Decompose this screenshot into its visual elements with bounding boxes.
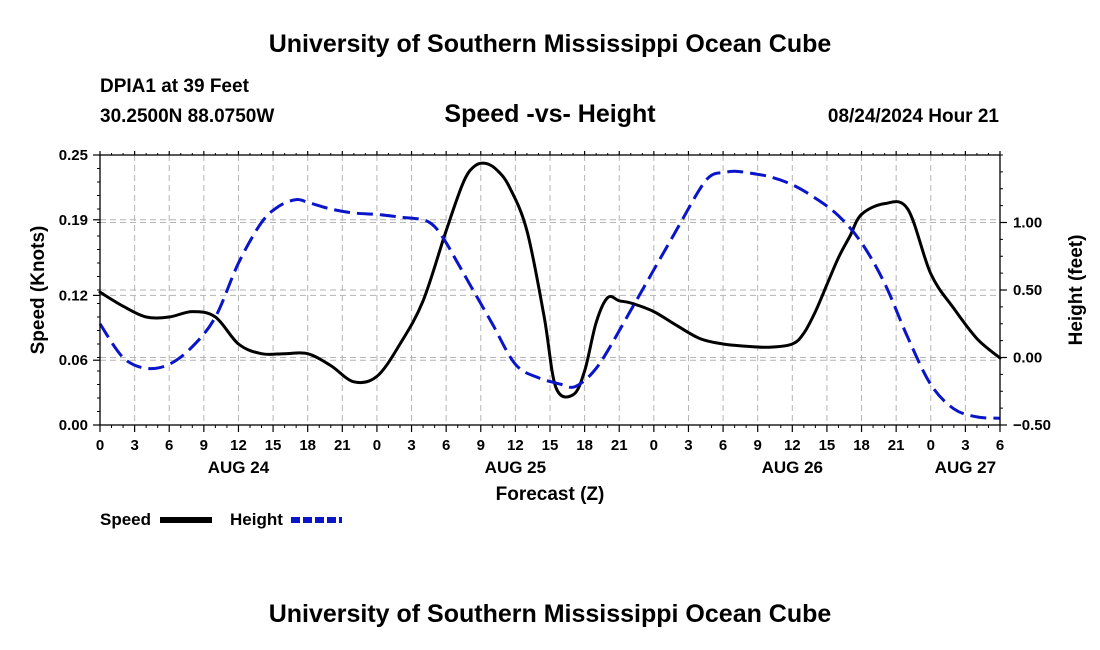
y-tick-label: 0.19 xyxy=(59,212,88,229)
chart-title: Speed -vs- Height xyxy=(444,100,656,128)
series-layer xyxy=(98,161,1002,420)
date-label: AUG 27 xyxy=(935,458,996,477)
y2-axis-label: Height (feet) xyxy=(1066,235,1087,346)
y2-tick-label: 0.00 xyxy=(1013,350,1042,367)
x-tick-label: 18 xyxy=(299,437,316,454)
forecast-datetime: 08/24/2024 Hour 21 xyxy=(827,106,999,127)
x-tick-label: 18 xyxy=(853,437,870,454)
x-tick-label: 12 xyxy=(507,437,524,454)
y-tick-label: 0.00 xyxy=(59,417,88,434)
station-name: DPIA1 at 39 Feet xyxy=(100,76,249,97)
x-tick-label: 15 xyxy=(819,437,836,454)
x-tick-label: 21 xyxy=(611,437,628,454)
x-tick-label: 0 xyxy=(927,437,935,454)
x-tick-label: 9 xyxy=(200,437,208,454)
x-tick-label: 3 xyxy=(407,437,415,454)
x-tick-label: 0 xyxy=(96,437,104,454)
x-tick-label: 3 xyxy=(961,437,969,454)
x-tick-label: 21 xyxy=(334,437,351,454)
x-tick-label: 12 xyxy=(230,437,247,454)
date-label: AUG 24 xyxy=(208,458,270,477)
x-tick-label: 12 xyxy=(784,437,801,454)
y2-tick-label: 0.50 xyxy=(1013,282,1042,299)
footer-title: University of Southern Mississippi Ocean… xyxy=(268,600,832,628)
x-tick-label: 18 xyxy=(576,437,593,454)
date-label: AUG 25 xyxy=(485,458,546,477)
x-tick-label: 3 xyxy=(130,437,138,454)
x-axis-label: Forecast (Z) xyxy=(496,484,605,505)
x-tick-label: 6 xyxy=(442,437,450,454)
legend: Speed Height xyxy=(100,510,342,529)
legend-speed-label: Speed xyxy=(100,510,151,529)
x-tick-label: 6 xyxy=(996,437,1004,454)
y-axis-label: Speed (Knots) xyxy=(28,226,49,355)
x-tick-label: 0 xyxy=(373,437,381,454)
x-tick-label: 6 xyxy=(719,437,727,454)
axes: 0 3 6 9 12 15 18 21 0 3 6 9 12 15 18 21 0 3 6 9 12 15 18 21 0 3 6A… xyxy=(59,147,1051,477)
date-label: AUG 26 xyxy=(762,458,823,477)
y2-tick-label: 1.00 xyxy=(1013,215,1042,232)
y2-tick-label: −0.50 xyxy=(1013,417,1051,434)
x-tick-label: 15 xyxy=(542,437,559,454)
height-series-line xyxy=(98,169,1001,420)
station-coords: 30.2500N 88.0750W xyxy=(100,106,275,127)
legend-height-label: Height xyxy=(230,510,283,529)
y-tick-label: 0.25 xyxy=(59,147,88,164)
speed-series-line xyxy=(98,161,1002,399)
y-tick-label: 0.12 xyxy=(59,287,88,304)
x-tick-label: 6 xyxy=(165,437,173,454)
page-title: University of Southern Mississippi Ocean… xyxy=(268,30,832,58)
x-tick-label: 0 xyxy=(650,437,658,454)
x-tick-label: 3 xyxy=(684,437,692,454)
grid-lines xyxy=(100,155,1000,426)
x-tick-label: 15 xyxy=(265,437,282,454)
x-tick-label: 21 xyxy=(888,437,905,454)
x-tick-label: 9 xyxy=(754,437,762,454)
x-tick-label: 9 xyxy=(477,437,485,454)
y-tick-label: 0.06 xyxy=(59,352,88,369)
